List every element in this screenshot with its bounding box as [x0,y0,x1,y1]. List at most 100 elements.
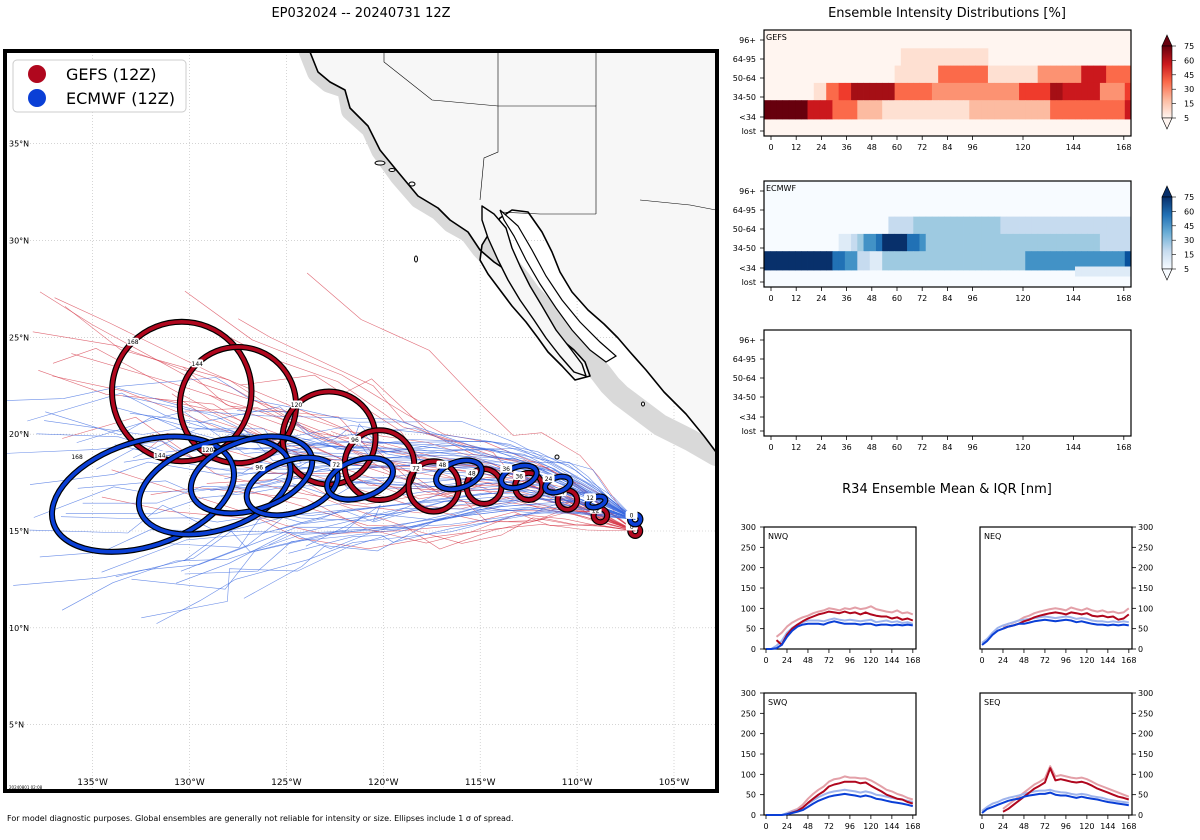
intensity-cell [1099,251,1107,271]
intensity-cell [1025,251,1032,271]
intensity-cell [1093,266,1101,277]
colorbar-label: 5 [1184,265,1189,274]
intensity-y-label: <34 [739,113,756,122]
intensity-cell [950,251,958,271]
intensity-cell [1062,100,1070,120]
intensity-y-label: <34 [739,413,756,422]
r34-y-label: 0 [751,811,756,820]
intensity-x-label: 144 [1066,294,1081,303]
r34-y-label: 200 [741,730,756,739]
intensity-cell [1037,216,1045,236]
r34-y-label: 0 [1138,645,1143,654]
svg-text:36: 36 [515,473,523,480]
intensity-cell [925,82,933,103]
intensity-cell [764,251,771,271]
intensity-cell [956,233,964,254]
intensity-cell [1050,82,1057,103]
gefs-hour-label: 72 [410,463,423,472]
intensity-cell [894,82,902,103]
r34-y-label: 300 [1138,689,1153,698]
r34-x-label: 144 [1100,656,1115,665]
intensity-cell [832,82,840,103]
intensity-cell [764,100,771,120]
intensity-x-label: 168 [1116,443,1131,452]
intensity-cell [851,100,858,120]
intensity-cell [987,100,995,120]
ecmwf-hour-label: 168 [71,452,84,461]
ecmwf-mean-line [981,618,1129,646]
colorbar-label: 5 [1184,114,1189,123]
gefs-mean-line [786,780,914,816]
ecmwf-hour-label: 120 [201,445,214,454]
intensity-x-label: 144 [1066,443,1081,452]
intensity-cell [981,100,989,120]
r34-y-label: 100 [741,604,756,613]
r34-x-label: 0 [763,822,768,831]
gefs-ellipse [110,320,254,464]
intensity-cell [1031,251,1039,271]
intensity-cell [1043,216,1051,236]
intensity-cell [913,233,920,254]
intensity-cell [1019,251,1026,271]
intensity-cell [1075,82,1082,103]
intensity-y-label: 96+ [739,336,756,345]
intensity-cell [1000,100,1007,120]
intensity-y-label: lost [742,427,756,436]
ecmwf-member-track [65,480,636,520]
intensity-y-label: 34-50 [733,93,756,102]
intensity-x-label: 12 [791,143,801,152]
intensity-cell [1006,82,1014,103]
lon-label: 125°W [271,778,302,788]
intensity-y-label: 64-95 [733,206,756,215]
ecmwf-ellipse [543,474,573,495]
svg-text:144: 144 [192,361,204,368]
intensity-cell [1087,65,1095,85]
intensity-cell [1031,65,1039,85]
intensity-cell [1031,216,1039,236]
intensity-cell [1093,65,1101,85]
intensity-cell [1037,82,1045,103]
intensity-cell [1124,100,1132,120]
intensity-cell [1037,251,1045,271]
intensity-cell [1031,82,1039,103]
intensity-cell [1006,65,1014,85]
intensity-cell [1006,251,1014,271]
ecmwf-member-track [44,420,636,520]
intensity-cell [1019,233,1026,254]
intensity-cell [944,216,952,236]
colorbar-label: 75 [1184,42,1194,51]
intensity-cell [950,82,958,103]
colorbar-label: 30 [1184,236,1194,245]
intensity-cell [1075,100,1082,120]
intensity-cell [925,100,933,120]
gefs-member-track [155,398,636,532]
intensity-cell [1012,216,1020,236]
intensity-cell [1106,233,1113,254]
intensity-cell [857,233,864,254]
r34-y-label: 50 [1138,625,1148,634]
intensity-cell [1068,233,1076,254]
political-borders [383,52,716,215]
intensity-cell [987,65,995,85]
intensity-cell [838,100,846,120]
r34-y-label: 0 [1138,811,1143,820]
lat-label: 30°N [9,236,29,245]
ecmwf-member-track [156,510,636,624]
intensity-cell [925,233,933,254]
gefs-hour-label: 120 [290,400,303,409]
intensity-cell [801,100,808,120]
intensity-heatmaps: 96+ 64-95 50-64 34-50 <34 lost 0 12 24 36 48 60 72 84… [733,29,1132,452]
intensity-cell [969,216,976,236]
legend-ecmwf-label: ECMWF (12Z) [66,89,175,108]
intensity-cell [1112,216,1119,236]
lat-label: 25°N [9,333,29,342]
lat-label: 35°N [9,140,29,149]
intensity-cell [888,82,896,103]
intensity-cell [994,65,1001,85]
r34-y-label: 150 [1138,584,1153,593]
intensity-cell [1012,233,1020,254]
legend-gefs-label: GEFS (12Z) [66,65,156,84]
intensity-cell [944,48,952,68]
r34-x-label: 96 [845,822,855,831]
lon-label: 110°W [562,778,593,788]
